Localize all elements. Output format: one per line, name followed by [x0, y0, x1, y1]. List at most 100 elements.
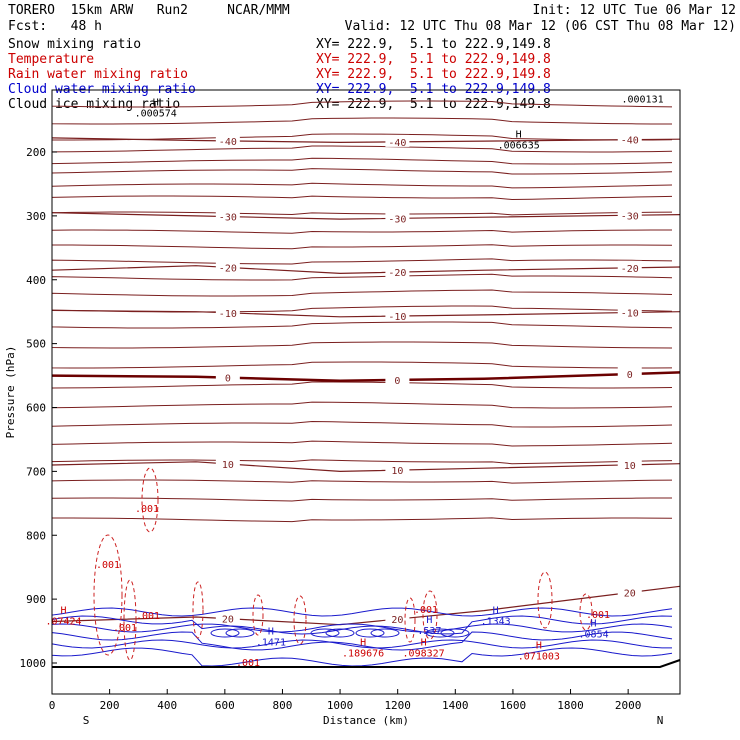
rain-label: .001	[586, 610, 610, 621]
x-axis-label: Distance (km)	[323, 714, 409, 727]
cloud-water-contour	[51, 607, 673, 617]
isotherm-label: -40	[219, 137, 237, 148]
isotherm-label: 10	[624, 461, 636, 472]
background-contour	[51, 517, 673, 523]
cloud-water-cell	[325, 628, 355, 638]
isotherm-label: 0	[394, 376, 400, 387]
background-contour	[51, 420, 673, 428]
endpoint-north: N	[657, 714, 664, 727]
legend-rain-name: Rain water mixing ratio	[8, 67, 189, 82]
isotherm-label-bg	[215, 456, 240, 469]
rain-contour	[579, 593, 593, 631]
x-tick-label: 1200	[384, 699, 411, 712]
max-value: .189676	[342, 648, 384, 659]
rain-contour	[141, 467, 159, 533]
y-tick-label: 200	[26, 146, 46, 159]
valid-time: Valid: 12 UTC Thu 08 Mar 12 (06 CST Thu …	[344, 19, 736, 34]
isotherm-label: -20	[621, 264, 639, 275]
max-value: .537	[417, 626, 441, 637]
background-contour	[51, 100, 673, 108]
isotherm-label-bg	[215, 305, 240, 318]
background-contour	[51, 361, 673, 369]
isotherm-label: -20	[388, 268, 406, 279]
max-value: .1343	[481, 616, 511, 627]
isotherm--10	[51, 309, 681, 318]
background-contour	[51, 479, 673, 484]
y-tick-label: 400	[26, 274, 46, 287]
y-tick-label: 800	[26, 529, 46, 542]
rain-label: .001	[414, 605, 438, 616]
background-contour	[51, 459, 673, 465]
cloud-water-cell	[370, 628, 400, 638]
rain-contour	[537, 571, 553, 629]
y-tick-label: 300	[26, 210, 46, 223]
x-tick-label: 800	[273, 699, 293, 712]
background-contour	[51, 157, 673, 165]
terrain-line	[52, 659, 681, 668]
rain-contour	[192, 581, 204, 639]
rain-contour	[123, 579, 137, 661]
max-value: .0854	[579, 629, 609, 640]
background-contour	[51, 401, 673, 409]
plot-frame	[51, 89, 681, 695]
isotherm-label: -10	[388, 312, 406, 323]
isotherm-label-bg	[385, 211, 410, 224]
max-marker: H	[153, 98, 159, 109]
isotherm-0	[51, 371, 681, 382]
y-tick-label: 600	[26, 402, 46, 415]
isotherm-label: -20	[219, 263, 237, 274]
background-contour	[51, 195, 673, 201]
x-tick-label: 400	[157, 699, 177, 712]
max-marker: H	[421, 637, 427, 648]
isotherm-label-bg	[215, 260, 240, 273]
rain-contour	[404, 597, 416, 643]
isotherm-label: -30	[388, 214, 406, 225]
background-contour	[51, 244, 673, 250]
background-contour	[51, 168, 673, 175]
endpoint-south: S	[83, 714, 90, 727]
max-marker: H	[516, 130, 522, 141]
isotherm-label: -10	[219, 309, 237, 320]
isotherm--40	[51, 137, 681, 144]
isotherm-label-bg	[215, 209, 240, 222]
y-axis-label: Pressure (hPa)	[4, 346, 17, 439]
cloud-water-cell	[310, 628, 340, 638]
max-value: .006635	[498, 141, 540, 152]
cloud-water-contour	[51, 631, 673, 651]
isotherm-label-bg	[385, 134, 410, 147]
background-contour	[51, 182, 673, 189]
isotherm--20	[51, 265, 681, 275]
background-contour	[51, 289, 673, 297]
model-title: TORERO 15km ARW Run2 NCAR/MMM	[8, 3, 290, 18]
forecast-hour: Fcst: 48 h	[8, 19, 102, 34]
isotherm-label-bg	[385, 372, 410, 385]
x-tick-label: 1600	[500, 699, 527, 712]
isotherm-10	[51, 461, 681, 473]
max-value: .07424	[45, 616, 81, 627]
isotherm--30	[51, 212, 681, 220]
cloud-water-contour	[51, 647, 673, 667]
isotherm-label: -10	[621, 309, 639, 320]
y-tick-label: 900	[26, 593, 46, 606]
max-marker: H	[61, 605, 67, 616]
rain-contour	[93, 534, 123, 656]
cloud-water-cell	[210, 628, 240, 638]
isotherm-label-bg	[215, 133, 240, 146]
cloud-water-cell	[355, 628, 385, 638]
legend-temp-name: Temperature	[8, 52, 95, 67]
rain-label: .001	[135, 504, 159, 515]
x-tick-label: 2000	[615, 699, 642, 712]
y-tick-label: 500	[26, 338, 46, 351]
isotherm-label: -30	[621, 211, 639, 222]
background-contour	[51, 258, 673, 265]
background-contour	[51, 273, 673, 281]
rain-contour	[252, 594, 264, 636]
isotherm-label: -40	[388, 138, 406, 149]
background-contour	[51, 211, 673, 216]
max-value: .071003	[518, 652, 560, 663]
isotherm-label-bg	[617, 585, 642, 598]
x-tick-label: 1400	[442, 699, 469, 712]
isotherm-label-bg	[385, 265, 410, 278]
background-contour	[51, 341, 673, 349]
